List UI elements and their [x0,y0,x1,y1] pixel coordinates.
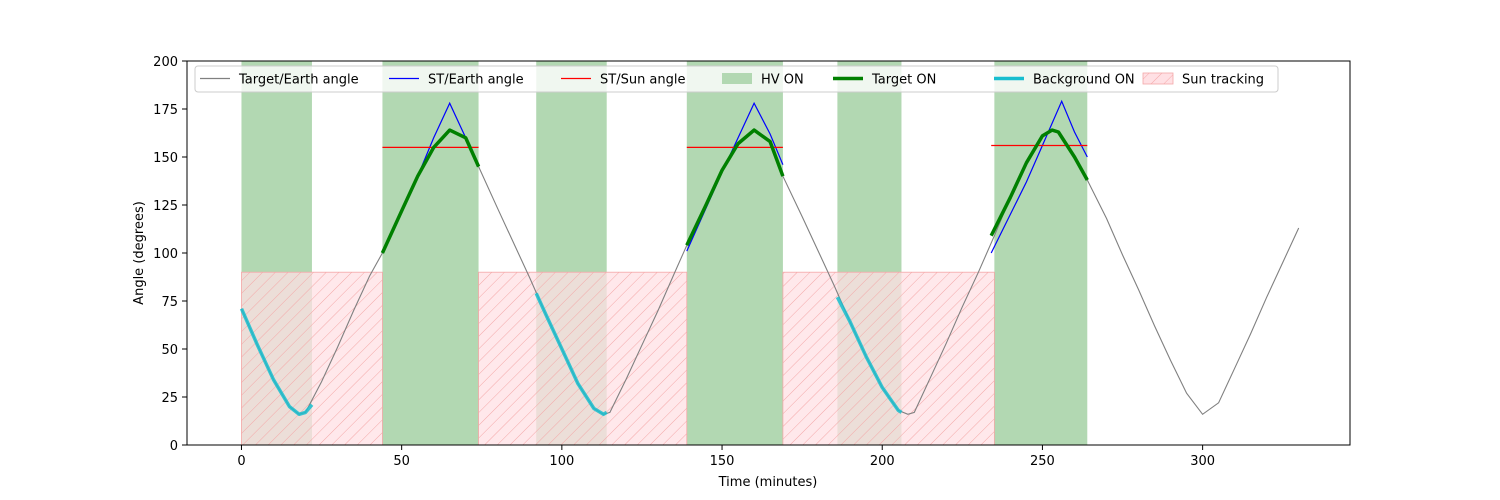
y-tick-label-25: 25 [161,391,178,406]
x-axis: 0 50 100 150 200 250 300 [237,445,1215,469]
x-tick-label-0: 0 [237,454,245,469]
y-tick-label-0: 0 [170,439,178,454]
legend-label-st_earth: ST/Earth angle [428,73,524,88]
legend-label-hv_on: HV ON [761,73,804,88]
legend: Target/Earth angle ST/Earth angle ST/Sun a… [194,65,1279,93]
y-tick-label-50: 50 [161,343,178,358]
sun-tracking-hatch-1 [478,271,688,445]
y-axis-title: Angle (degrees) [132,201,147,305]
y-tick-label-125: 125 [153,199,178,214]
legend-label-target_on: Target ON [871,73,936,88]
y-tick-label-200: 200 [153,55,178,70]
x-tick-label-300: 300 [1190,454,1215,469]
y-tick-label-150: 150 [153,151,178,166]
x-tick-label-150: 150 [710,454,735,469]
legend-label-st_sun: ST/Sun angle [600,73,686,88]
y-tick-label-75: 75 [161,295,178,310]
sun-tracking-hatch-2 [782,271,995,445]
x-tick-label-200: 200 [870,454,895,469]
x-axis-title: Time (minutes) [718,475,818,490]
target-on-line-1 [685,128,785,247]
y-tick-label-175: 175 [153,103,178,118]
background-on-line-2 [835,296,903,414]
x-tick-label-250: 250 [1030,454,1055,469]
background-on-line-1 [534,292,608,417]
x-tick-label-100: 100 [549,454,574,469]
plot-area [239,61,1300,445]
st-earth-line-2 [990,99,1088,254]
legend-label-target_earth: Target/Earth angle [238,73,359,88]
legend-label-background_on: Background ON [1033,73,1135,88]
hv-on-band-1 [382,61,479,445]
y-tick-label-100: 100 [153,247,178,262]
legend-handle-hv_on [722,73,752,84]
legend-label-sun_tracking: Sun tracking [1182,73,1264,88]
hv-on-band-3 [686,61,783,445]
legend-handle-sun_tracking-hatch [1143,73,1173,84]
target-on-line-0 [380,128,481,254]
x-tick-label-50: 50 [393,454,410,469]
background-on-line-0 [239,307,314,417]
y-axis: 0 25 50 75 100 125 150 175 200 [153,55,187,454]
hv-on-band-5 [994,61,1088,445]
target-on-line-2 [989,128,1089,237]
